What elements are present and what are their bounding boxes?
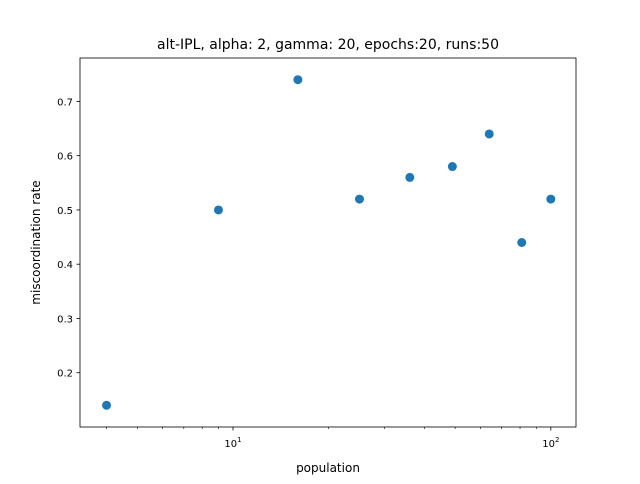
plot-frame xyxy=(79,57,577,428)
y-tick-label: 0.6 xyxy=(57,152,73,163)
data-point xyxy=(546,194,556,204)
y-tick-label: 0.3 xyxy=(57,314,73,325)
data-point xyxy=(293,75,303,85)
data-point xyxy=(405,172,415,182)
data-point xyxy=(517,238,527,247)
y-axis: 0.2 0.3 0.4 0.5 0.6 0.7 xyxy=(57,97,80,380)
y-tick-label: 0.2 xyxy=(57,369,73,380)
x-tick-label: 102 xyxy=(542,436,559,450)
data-point xyxy=(102,400,112,410)
chart-title: alt-IPL, alpha: 2, gamma: 20, epochs:20,… xyxy=(157,37,499,53)
x-axis-label: population xyxy=(296,461,360,475)
data-points xyxy=(102,75,556,410)
y-tick-label: 0.4 xyxy=(57,260,73,271)
x-tick-label: 101 xyxy=(224,436,241,450)
y-axis-label: miscoordination rate xyxy=(29,180,43,304)
data-point xyxy=(447,162,457,172)
data-point xyxy=(213,205,223,215)
x-axis: 101 102 xyxy=(106,427,559,450)
data-point xyxy=(484,129,494,139)
y-tick-label: 0.7 xyxy=(57,97,73,108)
y-tick-label: 0.5 xyxy=(57,206,73,217)
data-point xyxy=(354,194,364,204)
